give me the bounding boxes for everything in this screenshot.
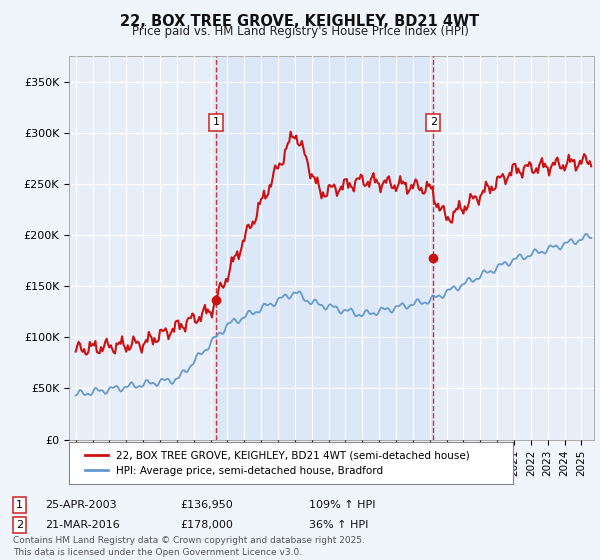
Text: 21-MAR-2016: 21-MAR-2016 [45, 520, 120, 530]
Text: 2: 2 [430, 118, 437, 128]
Text: 22, BOX TREE GROVE, KEIGHLEY, BD21 4WT: 22, BOX TREE GROVE, KEIGHLEY, BD21 4WT [121, 14, 479, 29]
Text: Price paid vs. HM Land Registry's House Price Index (HPI): Price paid vs. HM Land Registry's House … [131, 25, 469, 38]
Text: 109% ↑ HPI: 109% ↑ HPI [309, 500, 376, 510]
Text: £178,000: £178,000 [180, 520, 233, 530]
Text: 25-APR-2003: 25-APR-2003 [45, 500, 116, 510]
Bar [216, 56, 433, 440]
Text: 36% ↑ HPI: 36% ↑ HPI [309, 520, 368, 530]
Text: 1: 1 [16, 500, 23, 510]
Text: 2: 2 [16, 520, 23, 530]
Legend: 22, BOX TREE GROVE, KEIGHLEY, BD21 4WT (semi-detached house), HPI: Average price: 22, BOX TREE GROVE, KEIGHLEY, BD21 4WT (… [79, 444, 476, 483]
Text: £136,950: £136,950 [180, 500, 233, 510]
Text: 1: 1 [212, 118, 220, 128]
Text: Contains HM Land Registry data © Crown copyright and database right 2025.
This d: Contains HM Land Registry data © Crown c… [13, 536, 365, 557]
